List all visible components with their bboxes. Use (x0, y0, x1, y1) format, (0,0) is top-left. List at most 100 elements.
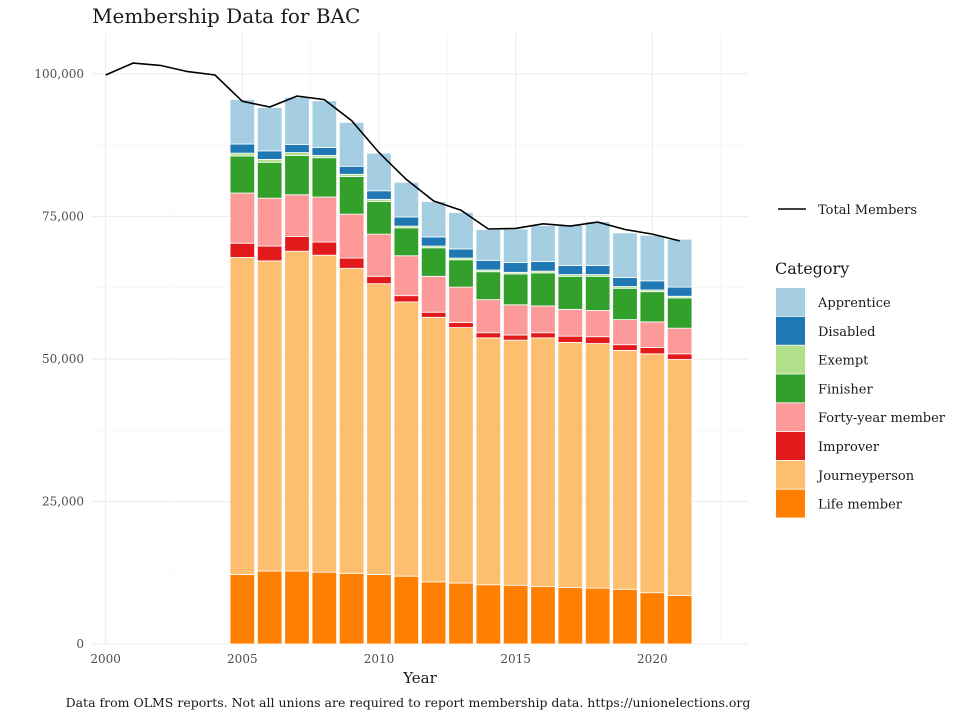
bar-segment (612, 319, 638, 346)
bar-segment (229, 574, 256, 645)
legend-label: Finisher (818, 382, 873, 397)
bar-segment (530, 332, 556, 339)
bar-segment (420, 275, 447, 313)
legend-swatch (776, 460, 805, 489)
legend-line-label: Total Members (818, 203, 917, 218)
x-axis-label: Year (402, 669, 437, 687)
bar-segment (393, 181, 420, 218)
bar-segment (530, 305, 556, 334)
bar-segment (393, 216, 420, 227)
bar-segment (584, 336, 611, 344)
bar-segment (338, 165, 365, 175)
bar-segment (448, 286, 474, 323)
bar-segment (584, 265, 611, 275)
bar-segment (338, 257, 365, 269)
bar-segment (557, 335, 584, 343)
bar-segment (475, 271, 502, 301)
bar-segment (311, 100, 338, 148)
bar-segment (338, 213, 365, 259)
bar-segment (639, 234, 666, 282)
bar-segment (256, 260, 283, 572)
legend-swatch (776, 345, 805, 374)
x-tick-label: 2010 (364, 652, 395, 666)
y-tick-label: 75,000 (42, 209, 84, 223)
bar-segment (612, 344, 638, 351)
bar-segment (366, 283, 392, 575)
bar-segment (366, 201, 392, 235)
bar-segment (366, 233, 392, 277)
stacked-bars (229, 96, 693, 645)
bar-segment (284, 144, 310, 153)
bar-segment (666, 359, 693, 596)
bar-segment (666, 327, 693, 355)
legend-title: Category (775, 259, 849, 278)
bar-segment (448, 259, 474, 288)
bar-segment (420, 581, 447, 645)
bar-segment (366, 574, 392, 645)
bar-segment (393, 575, 420, 645)
bar-segment (420, 236, 447, 247)
bar-segment (338, 176, 365, 215)
bar-segment (284, 96, 310, 145)
bar-segment (420, 247, 447, 277)
bar-segment (229, 152, 256, 157)
legend-swatch (776, 288, 805, 316)
bar-segment (502, 262, 529, 273)
legend-label: Disabled (818, 325, 876, 340)
x-tick-label: 2015 (500, 652, 531, 666)
bar-segment (639, 291, 666, 323)
y-tick-label: 0 (76, 637, 84, 651)
bar-segment (666, 297, 693, 329)
bar-segment (393, 227, 420, 257)
bar-segment (448, 212, 474, 250)
bar-segment (557, 275, 584, 310)
bar-segment (666, 353, 693, 360)
bar-segment (229, 192, 256, 244)
bar-segment (557, 224, 584, 266)
bar-segment (284, 250, 310, 572)
bar-segment (448, 582, 474, 645)
bar-segment (666, 595, 693, 645)
y-tick-label: 100,000 (34, 67, 84, 81)
y-tick-label: 25,000 (42, 494, 84, 508)
bar-segment (393, 295, 420, 303)
legend-swatch (776, 374, 805, 403)
bar-segment (393, 301, 420, 577)
bar-segment (530, 586, 556, 645)
bar-segment (639, 353, 666, 594)
bar-segment (475, 229, 502, 261)
bar-segment (639, 280, 666, 291)
y-tick-label: 50,000 (42, 352, 84, 366)
bar-segment (557, 342, 584, 588)
bar-segment (612, 287, 638, 321)
bar-segment (557, 308, 584, 337)
bar-segment (229, 242, 256, 258)
chart-title: Membership Data for BAC (92, 4, 360, 28)
bar-segment (366, 275, 392, 285)
bar-segment (639, 347, 666, 355)
bar-segment (338, 121, 365, 167)
bar-segment (338, 267, 365, 574)
bar-segment (420, 201, 447, 238)
bar-segment (584, 310, 611, 338)
bar-segment (366, 190, 392, 200)
bar-segment (502, 334, 529, 341)
bar-segment (311, 571, 338, 645)
bar-segment (311, 157, 338, 198)
bar-segment (256, 161, 283, 199)
bar-segment (584, 275, 611, 311)
bar-segment (666, 238, 693, 288)
bar-segment (639, 592, 666, 645)
bar-segment (311, 254, 338, 573)
x-tick-label: 2000 (90, 652, 121, 666)
bar-segment (311, 147, 338, 156)
bar-segment (584, 221, 611, 266)
bar-segment (229, 155, 256, 194)
bar-segment (284, 194, 310, 237)
y-axis-tick-labels: 0 25,000 50,000 75,000 100,000 (34, 67, 84, 651)
bar-segment (475, 299, 502, 334)
bar-segment (475, 259, 502, 271)
bar-segment (256, 570, 283, 645)
legend-categories: Apprentice Disabled Exempt Finisher Forty-ye… (776, 288, 946, 518)
